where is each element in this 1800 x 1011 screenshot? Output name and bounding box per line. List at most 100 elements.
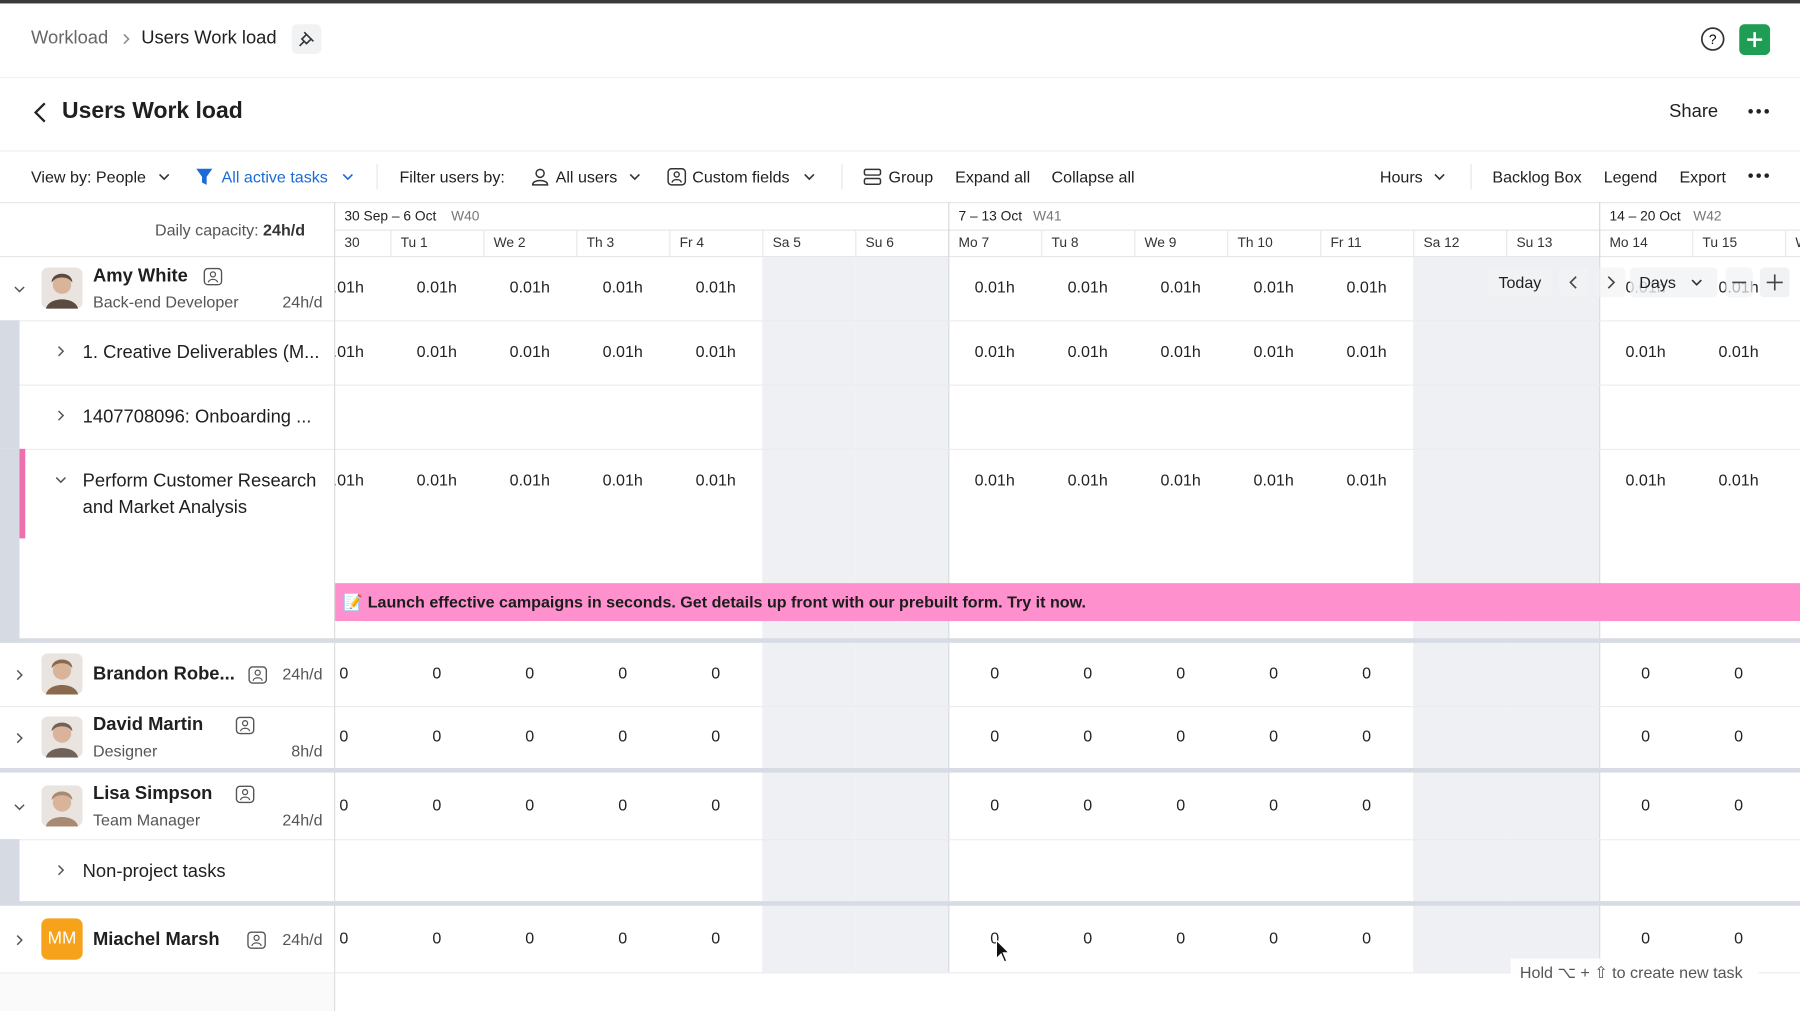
cell-value: 0: [1734, 726, 1744, 746]
cell-value: 0.01h: [602, 342, 643, 361]
toolbar-sep: [376, 164, 378, 190]
view-by[interactable]: View by: People: [30, 167, 146, 186]
share-button[interactable]: Share: [1669, 102, 1719, 122]
promo-banner[interactable]: 📝 Launch effective campaigns in seconds.…: [334, 583, 1800, 622]
prev-button[interactable]: [1558, 267, 1589, 298]
expand-toggle[interactable]: [13, 668, 27, 682]
cell-value: 0: [711, 795, 721, 814]
caret: [804, 173, 815, 181]
cell-value: 0.01h: [1625, 342, 1666, 361]
task-name[interactable]: 1407708096: Onboarding ...: [82, 407, 312, 428]
expand-toggle[interactable]: [13, 282, 27, 296]
user-name[interactable]: Miachel Marsh: [92, 929, 220, 950]
cell-value: 0: [1362, 726, 1372, 746]
user-capacity: 24h/d: [282, 929, 323, 949]
divider: [0, 202, 1800, 204]
day-label: Tu 15: [1702, 234, 1738, 251]
pin-button[interactable]: [291, 24, 322, 54]
expand-toggle[interactable]: [13, 731, 27, 745]
today-button[interactable]: Today: [1487, 267, 1553, 298]
expand-toggle[interactable]: [13, 800, 27, 814]
task-name[interactable]: Perform Customer Research and Market Ana…: [82, 471, 317, 518]
zoom-in[interactable]: [1759, 267, 1790, 298]
user-role: Back-end Developer: [92, 292, 239, 312]
cell-value: 0.01h: [416, 470, 457, 490]
cell-value: 0: [1734, 928, 1744, 948]
day-sep: [669, 229, 671, 258]
profile-icon[interactable]: [203, 267, 223, 286]
zoom-out[interactable]: [1725, 267, 1753, 298]
help-button[interactable]: ?: [1700, 26, 1725, 51]
task-accent: [19, 448, 26, 539]
profile-icon[interactable]: [235, 716, 255, 735]
back-button[interactable]: [31, 101, 49, 124]
cell-value: 0: [1269, 726, 1279, 746]
cell-value: 0: [339, 928, 349, 948]
expand-toggle[interactable]: [54, 863, 68, 877]
expand-toggle[interactable]: [13, 933, 27, 947]
cell-value: 0: [1176, 928, 1186, 948]
export-button[interactable]: Export: [1679, 167, 1726, 186]
expand-toggle[interactable]: [54, 473, 68, 487]
cell-value: 0.01h: [509, 470, 550, 490]
hours-select[interactable]: Hours: [1379, 167, 1423, 186]
cell-value: 0.01h: [1160, 342, 1201, 361]
cell-value: 0.01h: [1067, 277, 1108, 297]
expand-all[interactable]: Expand all: [955, 167, 1031, 186]
user-name[interactable]: Amy White: [92, 266, 188, 286]
user-name[interactable]: Brandon Robe...: [92, 664, 235, 685]
user-role: Team Manager: [92, 810, 201, 829]
day-label: Fr 11: [1330, 234, 1362, 251]
legend-button[interactable]: Legend: [1603, 167, 1658, 186]
next-button[interactable]: [1595, 267, 1626, 298]
collapse-all[interactable]: Collapse all: [1051, 167, 1135, 186]
backlog-button[interactable]: Backlog Box: [1492, 167, 1582, 186]
user-capacity: 8h/d: [291, 741, 323, 760]
tasks-filter[interactable]: All active tasks: [221, 167, 328, 186]
cell-value: 0.01h: [1346, 470, 1387, 490]
cell-value: 0.01h: [602, 470, 643, 490]
expand-toggle[interactable]: [54, 409, 68, 423]
more-button[interactable]: [1747, 170, 1770, 181]
day-label: 30: [344, 234, 360, 251]
group-button[interactable]: Group: [888, 167, 934, 186]
task-name[interactable]: 1. Creative Deliverables (M...: [82, 343, 320, 363]
cell-value: 0.01h: [416, 277, 457, 297]
day-sep: [1320, 229, 1322, 258]
profile-icon[interactable]: [248, 666, 268, 684]
cell-value: 0: [990, 726, 1000, 746]
cell-value: 0: [711, 663, 721, 682]
custom-fields[interactable]: Custom fields: [692, 167, 790, 186]
day-label: We 9: [1144, 234, 1177, 251]
add-button[interactable]: [1739, 24, 1771, 56]
cell-value: 0: [432, 928, 442, 948]
divider: [0, 150, 1800, 152]
cell-value: 0: [1734, 663, 1744, 682]
more-button[interactable]: [1747, 106, 1770, 117]
group-sep: [0, 638, 335, 643]
cell-value: 0.01h: [1718, 342, 1759, 361]
cell-value: 0: [1083, 795, 1093, 814]
user-name[interactable]: David Martin: [92, 715, 204, 735]
row-line: [334, 972, 1800, 974]
users-filter[interactable]: All users: [555, 167, 618, 186]
day-sep: [390, 229, 392, 258]
cell-value: 0: [1176, 726, 1186, 746]
breadcrumb-link[interactable]: Workload: [30, 28, 109, 49]
expand-toggle[interactable]: [54, 344, 68, 358]
user-icon: [531, 168, 549, 186]
task-name[interactable]: Non-project tasks: [82, 862, 226, 882]
user-name[interactable]: Lisa Simpson: [92, 784, 213, 804]
profile-icon[interactable]: [246, 931, 266, 949]
user-capacity: 24h/d: [282, 810, 323, 829]
day-sep: [576, 229, 578, 258]
group-sep: [334, 901, 1800, 906]
cell-value: 0: [990, 795, 1000, 814]
group-sep: [334, 638, 1800, 643]
cell-value: 0.01h: [416, 342, 457, 361]
cell-value: 0: [1269, 928, 1279, 948]
profile-icon[interactable]: [235, 785, 255, 804]
avatar: [41, 653, 83, 695]
zoom-select[interactable]: Days: [1630, 267, 1718, 298]
week-number: W42: [1693, 207, 1722, 224]
